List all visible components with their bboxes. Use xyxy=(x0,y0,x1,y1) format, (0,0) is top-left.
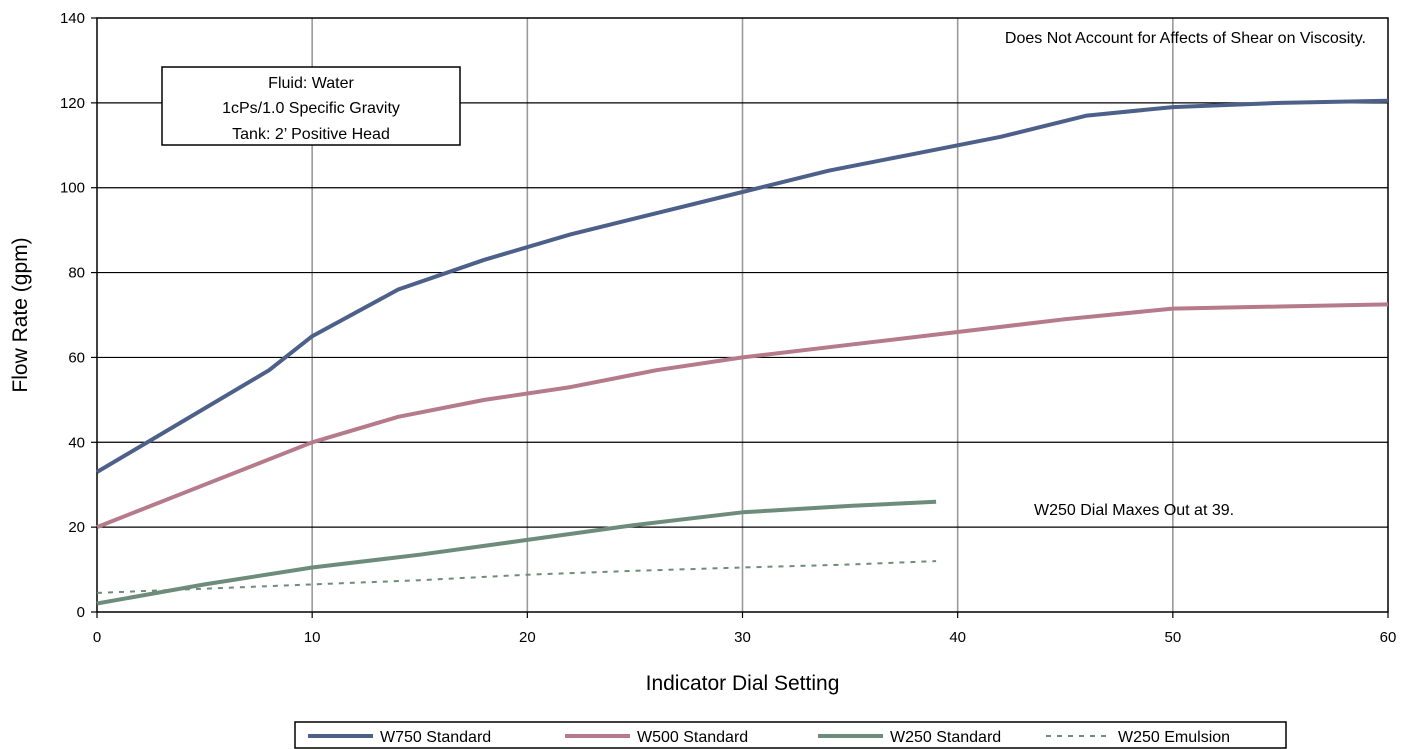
series-line-w500-standard xyxy=(96,302,1389,529)
y-axis-title: Flow Rate (gpm) xyxy=(9,237,32,392)
fluid-info-line: Tank: 2’ Positive Head xyxy=(232,126,390,143)
x-tick-label: 0 xyxy=(93,629,101,646)
legend-label: W750 Standard xyxy=(380,729,491,746)
fluid-info-line: Fluid: Water xyxy=(268,75,354,92)
legend-frame xyxy=(294,721,1287,749)
x-axis-title: Indicator Dial Setting xyxy=(646,672,840,695)
legend: W750 Standard W500 Standard W250 Standard W… xyxy=(294,721,1287,749)
y-tick-label: 140 xyxy=(60,10,85,27)
dial-max-annotation: W250 Dial Maxes Out at 39. xyxy=(1034,502,1234,519)
series-line-w250-emulsion xyxy=(96,560,937,594)
y-tick-label: 100 xyxy=(60,180,85,197)
y-tick-label: 40 xyxy=(68,434,85,451)
fluid-info-box: Fluid: Water 1cPs/1.0 Specific Gravity T… xyxy=(161,66,461,146)
y-tick-labels: 0 20 40 60 80 100 120 140 xyxy=(60,10,97,621)
x-tick-label: 30 xyxy=(734,629,751,646)
y-tick-label: 120 xyxy=(60,95,85,112)
legend-label: W250 Emulsion xyxy=(1118,729,1230,746)
legend-label: W250 Standard xyxy=(890,729,1001,746)
x-tick-label: 40 xyxy=(949,629,966,646)
x-tick-label: 10 xyxy=(304,629,321,646)
series-line-w250-standard xyxy=(96,499,937,606)
y-tick-label: 60 xyxy=(68,349,85,366)
y-tick-label: 80 xyxy=(68,265,85,282)
fluid-info-box-frame xyxy=(161,66,461,146)
x-tick-label: 50 xyxy=(1164,629,1181,646)
x-tick-label: 20 xyxy=(519,629,536,646)
series-line-w750-standard xyxy=(95,98,1389,474)
legend-label: W500 Standard xyxy=(637,729,748,746)
series-lines xyxy=(95,98,1389,606)
y-tick-label: 0 xyxy=(77,604,85,621)
x-tick-labels: 0 10 20 30 40 50 60 xyxy=(93,612,1397,646)
fluid-info-line: 1cPs/1.0 Specific Gravity xyxy=(222,100,400,117)
shear-annotation: Does Not Account for Affects of Shear on… xyxy=(1005,30,1366,47)
y-tick-label: 20 xyxy=(68,519,85,536)
x-tick-label: 60 xyxy=(1380,629,1397,646)
